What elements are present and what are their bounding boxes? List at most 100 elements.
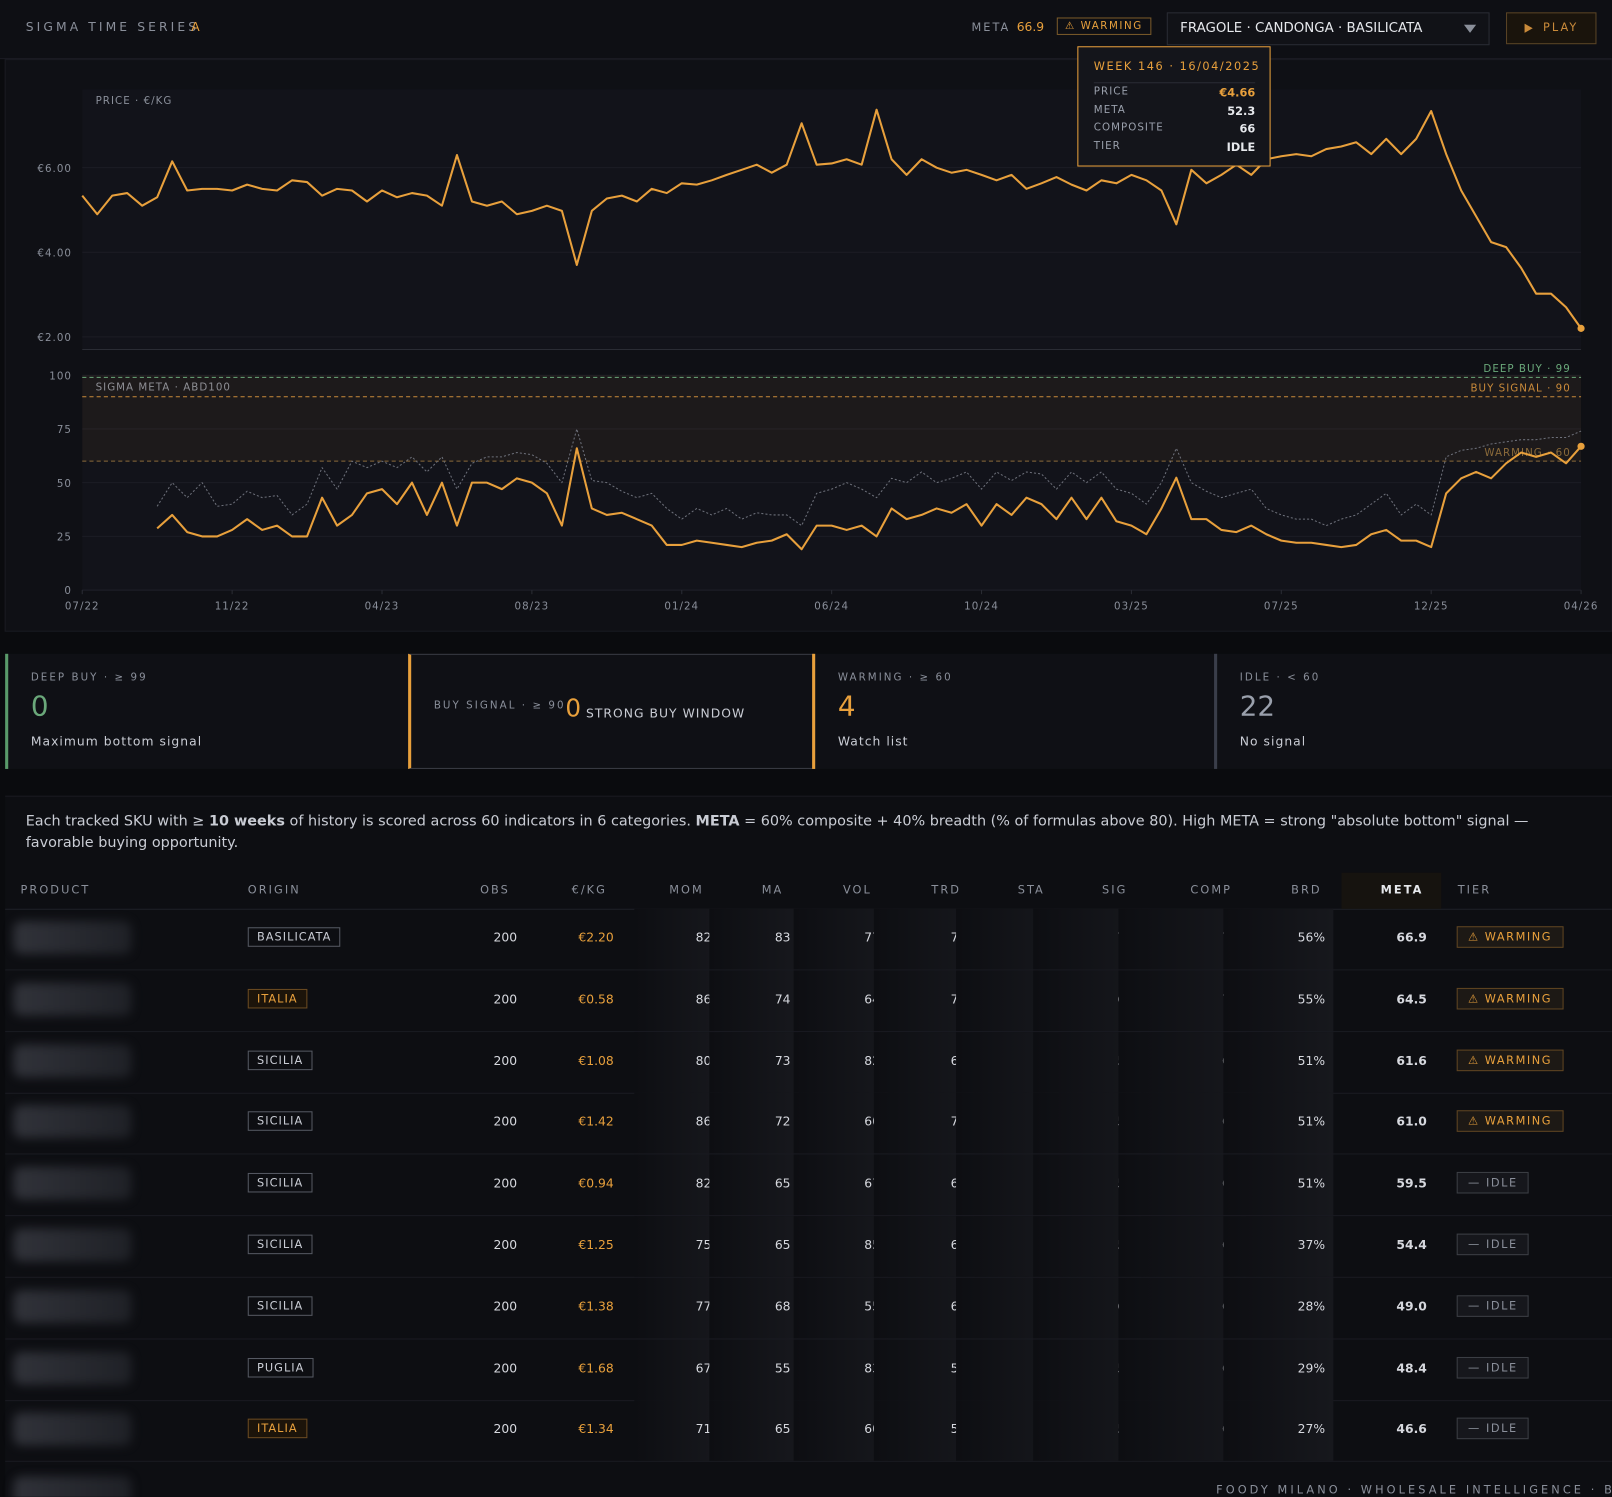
tooltip-value: 66: [1239, 122, 1256, 136]
x-tick-label: 12/25: [1414, 601, 1449, 613]
cell-bg: [709, 1339, 799, 1400]
footer: FOODY MILANO · WHOLESALE INTELLIGENCE · …: [1216, 1483, 1612, 1497]
y-tick-label: 100: [49, 370, 72, 382]
tier-badge: ⚠ WARMING: [1456, 926, 1564, 948]
signal-band: [82, 375, 1582, 462]
table-cell: 65: [774, 1422, 791, 1437]
cell-bg: [709, 1277, 799, 1339]
table-cell: €1.25: [578, 1237, 614, 1253]
table-cell: 55%: [1297, 991, 1326, 1007]
meta-title: SIGMA META · ABD100: [96, 382, 231, 394]
table-cell: 56%: [1297, 930, 1326, 945]
tier-badge: — IDLE: [1456, 1172, 1529, 1194]
table-cell: 82: [695, 1176, 712, 1191]
series-line: [156, 428, 1582, 527]
origin-tag: BASILICATA: [247, 927, 341, 947]
table-cell: 86: [695, 1114, 712, 1130]
desc-text: of history is scored across 60 indicator…: [284, 813, 696, 830]
card-value: 22: [1239, 690, 1276, 723]
table-row: BASILICATA200€2.208283777062727456%66.9⚠…: [5, 908, 1612, 971]
table-cell: 49.0: [1396, 1299, 1427, 1314]
table-cell: 86: [695, 991, 712, 1007]
x-tick-label: 08/23: [515, 601, 550, 613]
cell-bg: [709, 1154, 799, 1216]
column-header: €/KG: [571, 883, 607, 897]
tooltip-value: IDLE: [1226, 140, 1256, 154]
desc-bold: 10 weeks: [208, 813, 285, 830]
table-cell: 51%: [1297, 1176, 1326, 1191]
origin-tag: ITALIA: [247, 988, 307, 1009]
y-tick-label: 25: [57, 531, 72, 543]
column-header: VOL: [842, 883, 872, 897]
x-tick-label: 10/24: [964, 601, 999, 613]
product-blur: [13, 1289, 132, 1323]
x-tick-label: 06/24: [814, 601, 849, 613]
tooltip-divider: [1093, 82, 1256, 84]
x-tick-label: 07/22: [65, 601, 100, 613]
cell-bg: [634, 970, 720, 1031]
card-deep-buy: DEEP BUY · ≥ 99 0 Maximum bottom signal: [5, 653, 410, 769]
tooltip-label: META: [1093, 104, 1126, 116]
x-tick-label: 04/26: [1564, 601, 1599, 613]
play-button[interactable]: PLAY: [1506, 12, 1597, 45]
cell-bg: [1223, 1400, 1334, 1462]
table-cell: 200: [493, 930, 518, 945]
table-cell: 51%: [1297, 1053, 1326, 1068]
table-cell: €1.68: [578, 1360, 614, 1376]
card-value: 0: [565, 693, 582, 723]
x-tick-label: 07/25: [1264, 601, 1299, 613]
product-blur: [13, 1044, 132, 1077]
card-caption: Maximum bottom signal: [30, 733, 203, 749]
table-cell: 77: [695, 1299, 712, 1314]
card-label: IDLE · < 60: [1239, 672, 1321, 684]
sku-select[interactable]: FRAGOLE · CANDONGA · BASILICATA: [1166, 12, 1490, 46]
column-header: PRODUCT: [20, 883, 91, 897]
product-blur: [13, 1228, 132, 1262]
column-header: COMP: [1190, 883, 1233, 897]
product-blur: [13, 1412, 132, 1446]
end-point: [1577, 324, 1585, 332]
card-value: 0: [30, 690, 49, 723]
table-cell: 200: [493, 1237, 518, 1253]
table-cell: 59.5: [1396, 1176, 1427, 1191]
table-cell: 200: [493, 1114, 518, 1130]
origin-tag: PUGLIA: [247, 1357, 314, 1378]
table-cell: 83: [774, 930, 791, 945]
column-header: META: [1380, 883, 1424, 897]
table-cell: 200: [493, 991, 518, 1007]
column-header: STA: [1017, 883, 1045, 897]
dropdown-icon: [1463, 24, 1477, 33]
table-cell: 55: [774, 1360, 791, 1376]
table-cell: 75: [695, 1237, 712, 1253]
cell-bg: [709, 1093, 799, 1154]
cell-bg: [634, 908, 720, 970]
column-header: BRD: [1291, 883, 1322, 897]
y-tick-label: €4.00: [37, 247, 72, 259]
tooltip: WEEK 146 · 16/04/2025 PRICE €4.66 META 52.3…: [1077, 46, 1271, 167]
origin-tag: ITALIA: [247, 1419, 307, 1439]
table-cell: 73: [774, 1053, 791, 1068]
card-label: BUY SIGNAL · ≥ 90: [433, 700, 566, 712]
product-blur: [13, 1476, 132, 1497]
desc-text: Each tracked SKU with ≥: [25, 813, 209, 830]
y-tick-label: €6.00: [37, 163, 72, 175]
play-icon: [1524, 23, 1533, 33]
title: SIGMA TIME SERIES: [25, 19, 200, 34]
cell-bg: [793, 1093, 889, 1154]
x-tick-label: 11/22: [215, 601, 250, 613]
table-cell: 28%: [1297, 1299, 1326, 1314]
tooltip-title: WEEK 146 · 16/04/2025: [1093, 59, 1261, 73]
product-blur: [13, 982, 132, 1016]
table-cell: 46.6: [1396, 1422, 1427, 1437]
column-header: TRD: [931, 883, 962, 897]
table-cell: €1.38: [578, 1299, 614, 1314]
table-cell: €2.20: [578, 930, 614, 945]
table-cell: 67: [695, 1360, 712, 1376]
cell-bg: [709, 1400, 799, 1462]
cell-bg: [793, 908, 889, 970]
cell-bg: [793, 1031, 889, 1093]
threshold-label: WARMING · 60: [1484, 447, 1570, 459]
